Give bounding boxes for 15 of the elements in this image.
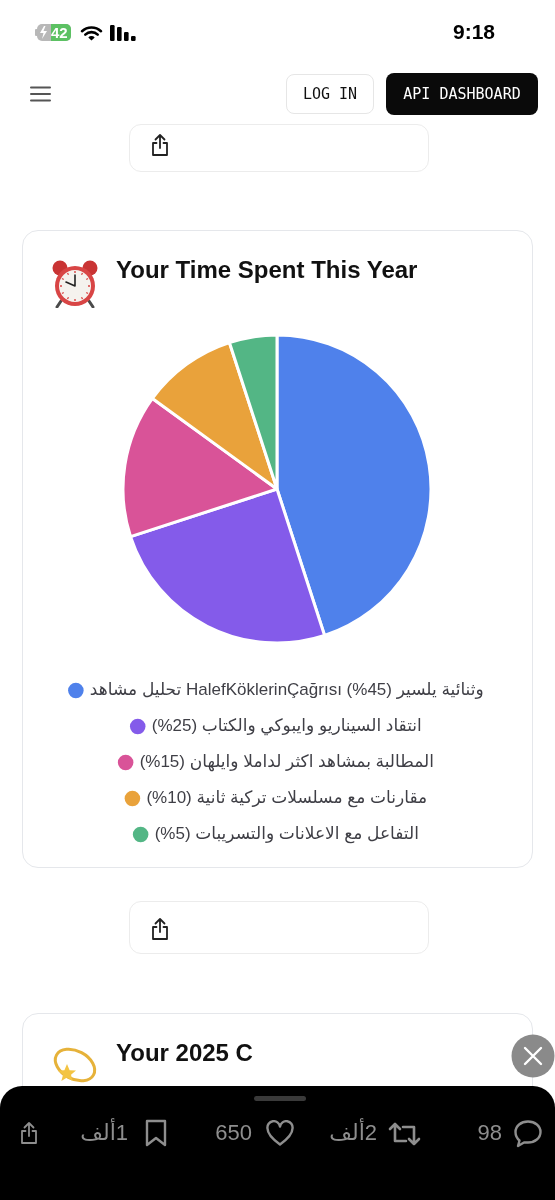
text: Your 2025 C bbox=[116, 1038, 253, 1068]
legend-label: التفاعل مع الاعلانات والتسريبات (5%) bbox=[154, 824, 419, 845]
legend-label: المطالبة بمشاهد اكثر لداملا وايلهان (15%) bbox=[139, 752, 434, 773]
text: 42 bbox=[51, 24, 68, 41]
legend-label: انتقاد السيناريو وايبوكي والكتاب (25%) bbox=[151, 716, 422, 737]
text: 1ألف bbox=[80, 1120, 128, 1146]
text: 98 bbox=[477, 1120, 502, 1146]
legend-label: تحليل مشاهد HalefKöklerinÇağrısı وثنائية يلسير (45%) bbox=[89, 680, 484, 700]
text: 9:18 bbox=[453, 20, 496, 44]
legend-label: مقارنات مع مسلسلات تركية ثانية (10%) bbox=[146, 788, 428, 809]
log-in-button: LOG IN bbox=[286, 74, 374, 114]
text: 2ألف bbox=[329, 1120, 377, 1146]
api-dashboard-button: API DASHBOARD bbox=[386, 73, 538, 115]
text: 650 bbox=[215, 1120, 252, 1146]
chart-title: Your Time Spent This Year bbox=[116, 255, 418, 284]
